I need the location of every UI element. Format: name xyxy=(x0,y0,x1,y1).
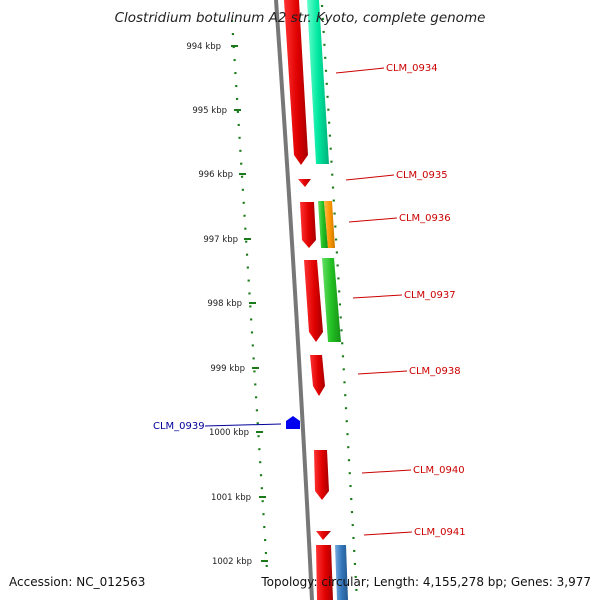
tick-label: 996 kbp xyxy=(198,170,233,180)
gene-label-leaders xyxy=(204,67,413,536)
genome-backbone xyxy=(274,0,314,600)
tick-label: 1002 kbp xyxy=(212,557,252,567)
tick-label: 999 kbp xyxy=(210,364,245,374)
gene-arrow-partial[interactable] xyxy=(316,545,333,600)
genome-title: Clostridium botulinum A2 str. Kyoto, com… xyxy=(115,10,486,26)
gene-arrow-clm-0937[interactable] xyxy=(304,260,323,342)
gene-label-clm-0935[interactable]: CLM_0935 xyxy=(396,170,448,181)
scale-ticks xyxy=(231,45,268,562)
tick-label: 1000 kbp xyxy=(209,428,249,438)
gene-label-clm-0939[interactable]: CLM_0939 xyxy=(153,421,205,432)
cog-bar-blue xyxy=(335,545,348,600)
gene-arrow-clm-0938[interactable] xyxy=(310,355,325,396)
tick-label: 997 kbp xyxy=(203,235,238,245)
gene-label-clm-0936[interactable]: CLM_0936 xyxy=(399,213,451,224)
gene-arrow-clm-0941[interactable] xyxy=(316,531,331,540)
tick-label: 998 kbp xyxy=(207,299,242,309)
accession-text: Accession: NC_012563 xyxy=(9,575,145,589)
cog-bar-green xyxy=(318,201,328,248)
gene-label-clm-0941[interactable]: CLM_0941 xyxy=(414,527,466,538)
cog-bar-green-2 xyxy=(322,258,341,342)
gene-arrow-clm-0935[interactable] xyxy=(298,179,311,187)
gene-arrow-clm-0934[interactable] xyxy=(284,0,308,165)
cog-bar-teal xyxy=(307,0,329,164)
topology-text: Topology: circular; Length: 4,155,278 bp… xyxy=(260,575,591,589)
gene-labels: CLM_0934 CLM_0935 CLM_0936 CLM_0937 CLM_… xyxy=(153,63,466,538)
gc-content-track-inner xyxy=(230,19,269,571)
scale-tick-labels: 994 kbp 995 kbp 996 kbp 997 kbp 998 kbp … xyxy=(186,42,252,567)
gene-label-clm-0940[interactable]: CLM_0940 xyxy=(413,465,465,476)
gene-arrow-clm-0936[interactable] xyxy=(300,202,316,248)
tick-label: 1001 kbp xyxy=(211,493,251,503)
tick-label: 994 kbp xyxy=(186,42,221,52)
gene-arrow-clm-0939[interactable] xyxy=(286,416,300,429)
tick-label: 995 kbp xyxy=(192,106,227,116)
gene-label-clm-0937[interactable]: CLM_0937 xyxy=(404,290,456,301)
gene-label-clm-0934[interactable]: CLM_0934 xyxy=(386,63,438,74)
gene-arrow-clm-0940[interactable] xyxy=(314,450,329,500)
gene-track xyxy=(284,0,333,600)
cog-track xyxy=(307,0,348,600)
cog-bar-orange xyxy=(324,201,335,248)
gene-label-clm-0938[interactable]: CLM_0938 xyxy=(409,366,461,377)
